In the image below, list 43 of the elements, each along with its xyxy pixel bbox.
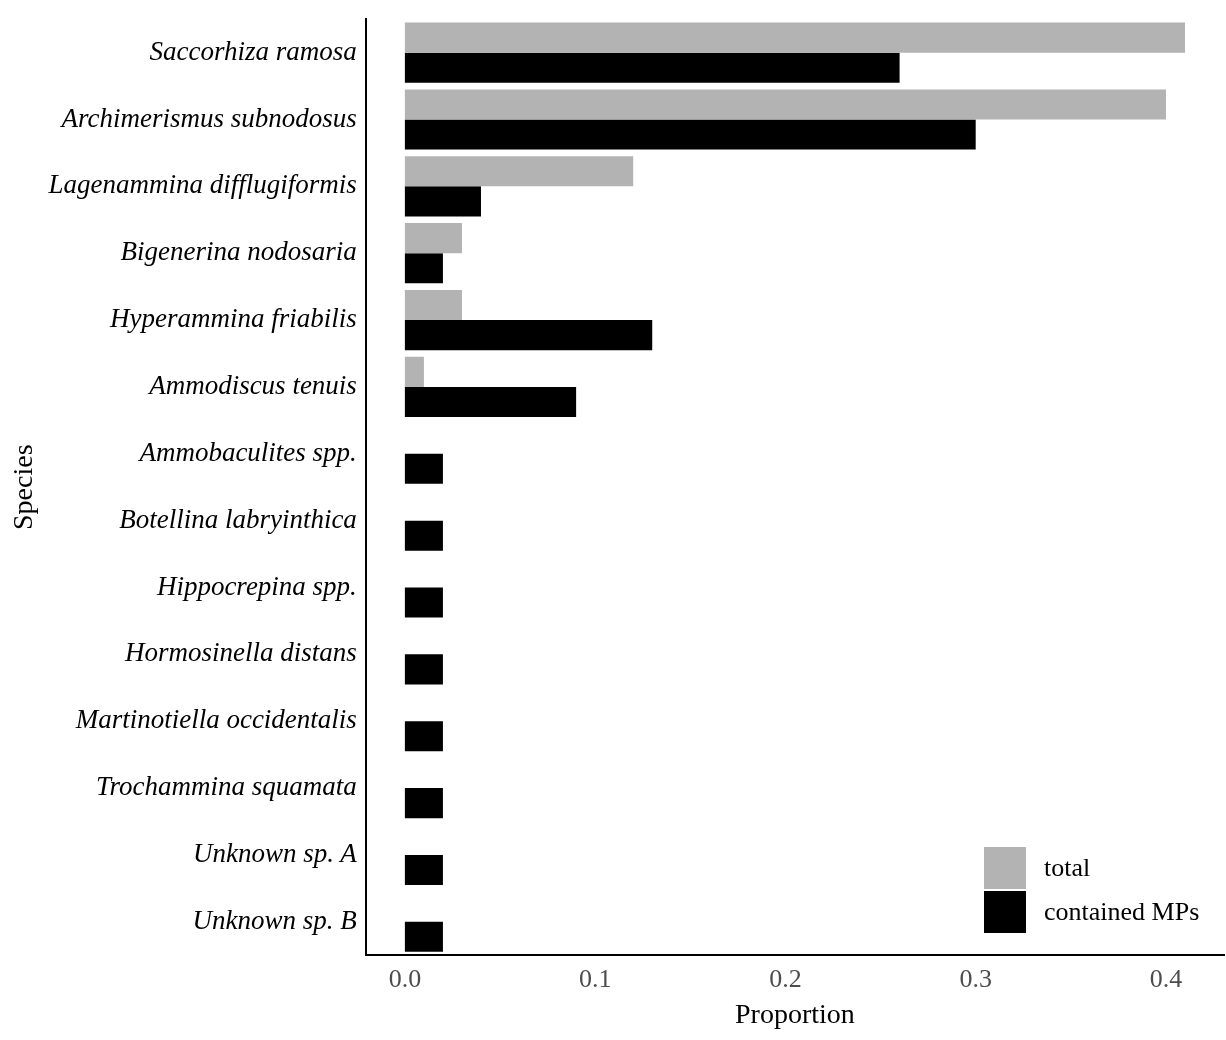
legend-label: contained MPs: [1044, 897, 1200, 928]
x-tick-label: 0.2: [769, 963, 802, 993]
y-tick-label: Botellina labryinthica: [119, 503, 357, 534]
bar: [404, 520, 443, 551]
bar: [404, 453, 443, 484]
y-tick-label: Ammobaculites spp.: [137, 436, 357, 467]
y-tick-label: Archimerismus subnodosus: [59, 102, 357, 133]
x-tick-label: 0.3: [959, 963, 992, 993]
bar: [404, 921, 443, 952]
bar: [404, 186, 481, 217]
bar: [404, 89, 1166, 120]
x-tick-label: 0.0: [388, 963, 422, 993]
y-tick-label: Martinotiella occidentalis: [74, 704, 357, 735]
x-tick-label: 0.4: [1149, 963, 1183, 993]
y-tick-label: Bigenerina nodosaria: [120, 236, 357, 267]
bar: [404, 52, 900, 83]
y-axis-title: Species: [7, 444, 39, 530]
bar: [404, 289, 462, 321]
bar: [404, 654, 443, 685]
y-tick-label: Ammodiscus tenuis: [147, 370, 357, 401]
x-axis-title: Proportion: [735, 997, 855, 1029]
bar: [404, 320, 653, 351]
bar: [404, 22, 1185, 53]
bar: [404, 721, 443, 752]
x-tick-label: 0.1: [578, 963, 612, 993]
bar: [404, 356, 424, 387]
y-tick-label: Saccorhiza ramosa: [149, 35, 357, 66]
y-tick-label: Unknown sp. B: [192, 904, 357, 935]
y-tick-label: Hippocrepina spp.: [155, 570, 357, 601]
bar: [404, 854, 443, 885]
legend-label: total: [1044, 853, 1091, 884]
bar: [404, 156, 634, 187]
y-tick-label: Lagenammina difflugiformis: [47, 169, 357, 200]
bar: [404, 788, 443, 819]
bar: [404, 119, 976, 150]
bar: [404, 386, 577, 417]
y-tick-label: Trochammina squamata: [96, 771, 357, 802]
y-tick-label: Hyperammina friabilis: [109, 303, 357, 334]
bar: [404, 587, 443, 618]
y-tick-label: Hormosinella distans: [124, 637, 357, 668]
bar: [404, 223, 462, 254]
bar: [404, 253, 443, 284]
y-tick-label: Unknown sp. A: [193, 838, 358, 869]
